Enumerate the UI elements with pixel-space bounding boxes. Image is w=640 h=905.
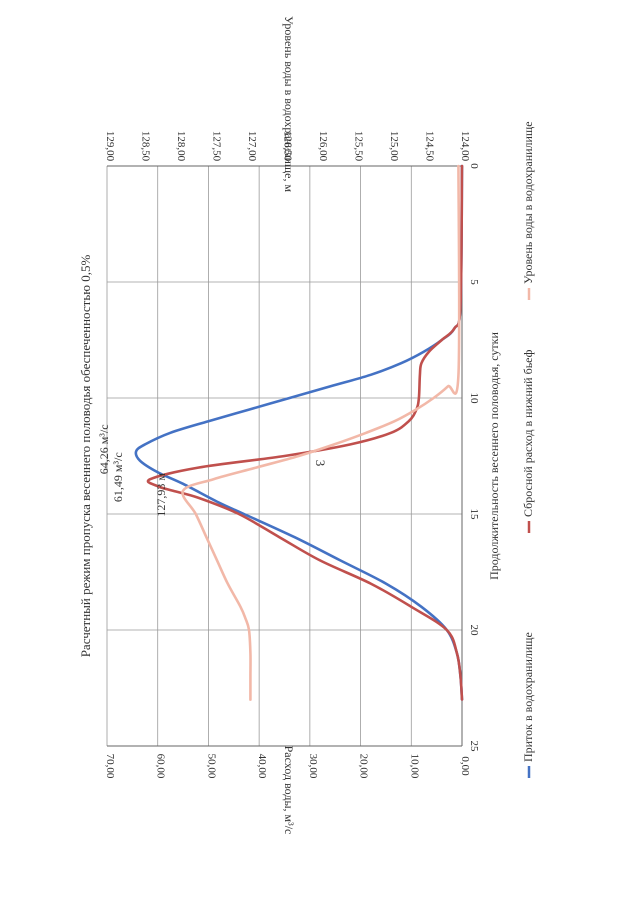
y-axis-title: Расход воды, м³/с — [282, 746, 296, 835]
legend-item-level: Уровень воды в водохранилище — [521, 121, 535, 284]
series-lines — [134, 164, 464, 701]
y2-tick-label: 126,50 — [282, 131, 294, 162]
y-tick-label: 30,00 — [307, 754, 319, 779]
chart-title: Расчетный режим пропуска весеннего полов… — [78, 255, 93, 658]
y-tick-label: 50,00 — [205, 754, 217, 779]
x-tick-label: 0 — [468, 163, 480, 169]
y-tick-label: 60,00 — [155, 754, 167, 779]
x-tick-label: 5 — [468, 279, 480, 285]
y2-tick-label: 127,00 — [246, 131, 258, 162]
y-tick-label: 70,00 — [104, 754, 116, 779]
y2-tick-label: 126,00 — [317, 131, 329, 162]
x-tick-label: 20 — [468, 625, 480, 637]
x-tick-label: 25 — [468, 741, 480, 753]
y2-tick-label: 129,00 — [104, 131, 116, 162]
y2-tick-label: 124,50 — [424, 131, 436, 162]
series-level-line — [181, 164, 461, 701]
peak-annotation: 61,49 м³/с — [111, 452, 125, 502]
x-tick-label: 15 — [468, 509, 480, 521]
x-axis-title: Продолжительность весеннего половодья, с… — [487, 332, 501, 580]
x-tick-label: 10 — [468, 393, 480, 405]
y2-tick-label: 125,00 — [388, 131, 400, 162]
y2-tick-label: 128,00 — [175, 131, 187, 162]
y-tick-label: 40,00 — [256, 754, 268, 779]
y2-tick-label: 128,50 — [140, 131, 152, 162]
tick-labels: 0 5 10 15 20 25 0,00 10,00 20,00 30,00 40,00 50,00 6… — [104, 131, 480, 779]
series-discharge-line — [146, 164, 464, 701]
legend-item-discharge: Сбросной расход в нижний бьеф — [521, 349, 535, 517]
y2-tick-label: 124,00 — [459, 131, 471, 162]
y2-axis-title: Уровень воды в водохранилище, м — [282, 16, 296, 193]
y-tick-label: 0,00 — [459, 756, 471, 776]
y2-tick-label: 127,50 — [211, 131, 223, 162]
legend: Приток в водохранилище Сбросной расход в … — [521, 121, 535, 778]
peak-annotation: 64,26 м³/с — [97, 424, 111, 474]
y-tick-label: 10,00 — [408, 754, 420, 779]
series-inflow-line — [134, 164, 464, 701]
y2-tick-label: 125,50 — [353, 131, 365, 162]
legend-item-inflow: Приток в водохранилище — [521, 632, 535, 762]
chart-labels: 64,26 м³/с61,49 м³/с 127,93 м Расчетный ре… — [78, 16, 501, 834]
peak-annotation: 127,93 м — [154, 473, 168, 517]
y-tick-label: 20,00 — [358, 754, 370, 779]
